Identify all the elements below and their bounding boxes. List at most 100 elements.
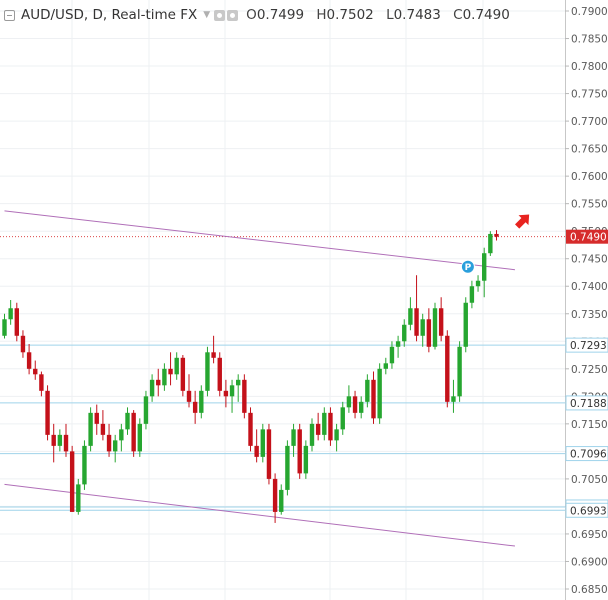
candle [113,434,118,463]
level-tag [565,446,608,462]
candle-body [199,390,204,413]
candle-body [371,379,376,419]
settings-icon[interactable] [214,9,226,21]
candle-body [303,445,309,474]
candle-body [57,434,63,446]
candle [395,335,401,358]
candle-body [365,379,370,402]
candle [482,247,487,298]
axis-tick-label: 0.7650 [571,144,608,156]
candle [26,344,32,375]
candle-body [309,423,315,446]
axis-tick-label: 0.6900 [571,556,608,568]
candle [174,352,179,380]
candle [192,390,198,424]
candle [100,410,106,441]
candle [352,390,358,419]
candle-body [137,423,142,452]
axis-tick-label: 0.7900 [571,6,608,18]
candle [223,379,229,408]
level-tag-label: 0.7293 [570,340,607,352]
candle-body [352,396,358,413]
candle [494,230,499,241]
candle [156,368,161,397]
axis-tick-label: 0.7350 [571,309,608,321]
candle [371,371,376,424]
candle [76,478,81,515]
up-arrow-shape [515,214,530,229]
level-tag-label: 0.7188 [570,398,607,410]
candle [445,330,450,408]
candle [229,379,235,413]
candle [125,407,130,435]
candle-body [106,434,112,452]
candle [383,357,388,375]
level-tag-label: 0.7096 [570,449,607,461]
candle-body [168,368,173,375]
axis-tick-label: 0.7450 [571,254,608,266]
candle-body [463,302,468,347]
trendlines-layer [4,210,516,547]
candle [63,423,69,457]
axis-tick-label: 0.7750 [571,89,608,101]
candle [119,423,124,452]
candle [340,401,345,435]
candle [14,302,19,342]
gear-icon[interactable] [227,9,239,21]
candle [420,313,425,347]
candle [149,374,155,402]
candle-body [297,429,302,474]
candle-body [469,286,475,303]
candle-body [248,412,253,446]
candle-body [88,412,93,446]
candle-body [14,308,19,336]
candle [186,374,192,408]
candle-body [445,335,450,402]
low-label: L [386,7,394,23]
chevron-down-icon[interactable]: ▼ [203,10,211,20]
candle-body [414,308,419,336]
candle-body [291,429,296,446]
candle [143,390,149,430]
chart-header: AUD/USD, D, Real-time FX ▼ O0.7499 H0.75… [4,4,518,26]
candle-body [389,346,395,364]
candle-body [279,489,284,512]
candle-body [328,412,333,441]
candle-body [51,434,56,446]
candle [475,275,481,292]
candle-body [33,368,38,375]
candle [402,319,407,347]
candle [180,355,186,397]
candle-body [457,346,462,397]
candle-body [26,352,32,369]
candle-body [229,385,235,397]
candle-body [76,484,81,512]
collapse-legend-icon[interactable] [4,9,15,21]
candle-body [100,423,106,435]
level-tag [565,395,608,411]
candle-body [451,396,456,402]
candle [463,297,468,353]
axis-tick-label: 0.7400 [571,281,608,293]
current-price-tag [566,229,608,244]
candle [285,440,290,496]
up-arrow-icon [515,214,530,229]
price-axis: 0.7900 0.7850 0.7800 0.7750 0.7700 0.7650 0.76… [565,0,608,600]
candle-body [113,440,118,452]
candle-body [156,379,161,386]
candle-body [162,368,167,386]
candle-body [20,335,26,353]
candle-body [322,412,327,435]
candle [57,429,63,452]
symbol-title[interactable]: AUD/USD, D, Real-time FX [21,7,198,23]
marker-label: P [465,263,472,273]
candle [45,385,50,441]
candle-body [45,390,50,435]
candle [242,374,247,419]
candle-body [143,396,149,424]
candle [359,396,364,419]
current-price-tag-label: 0.7490 [570,232,607,244]
ohlc-values: O0.7499 H0.7502 L0.7483 C0.7490 [246,7,518,23]
candle [51,423,56,463]
